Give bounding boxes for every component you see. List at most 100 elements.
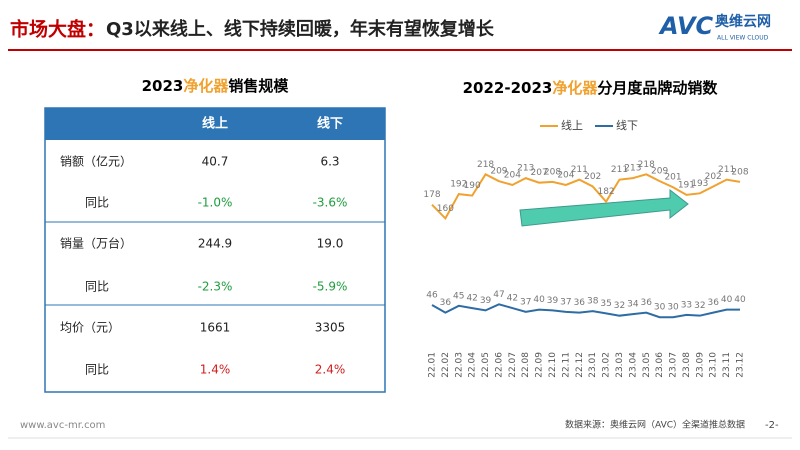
data-label: 204 xyxy=(504,170,521,180)
data-label: 211 xyxy=(571,165,588,175)
data-label: 37 xyxy=(560,297,571,307)
data-label: 32 xyxy=(614,301,625,311)
data-label: 38 xyxy=(587,297,599,307)
data-label: 218 xyxy=(477,160,494,170)
data-label: 35 xyxy=(600,299,611,309)
cell: 1.4% xyxy=(200,363,231,377)
data-label: 178 xyxy=(423,190,440,200)
line-series xyxy=(431,303,740,319)
cell: 6.3 xyxy=(320,155,339,169)
data-label: 40 xyxy=(721,295,733,305)
data-label: 207 xyxy=(531,168,548,178)
cell: 2.4% xyxy=(315,363,346,377)
data-label: 211 xyxy=(611,165,628,175)
row-label: 同比 xyxy=(85,363,109,377)
logo: AVC xyxy=(658,12,714,40)
row-label: 同比 xyxy=(85,280,109,294)
t: 销售规模 xyxy=(228,77,289,95)
x-tick-label: 22.06 xyxy=(494,352,504,378)
x-tick-label: 22.03 xyxy=(454,352,464,378)
data-label: 39 xyxy=(547,296,559,306)
x-tick-label: 23.11 xyxy=(722,352,732,378)
data-label: 208 xyxy=(731,167,748,177)
cell: -2.3% xyxy=(198,280,233,294)
t: 2023 xyxy=(142,77,184,95)
data-label: 208 xyxy=(544,167,561,177)
row-label: 同比 xyxy=(85,196,109,210)
data-label: 33 xyxy=(681,300,692,310)
legend-label: 线下 xyxy=(616,118,638,132)
data-label: 202 xyxy=(705,172,722,182)
data-label: 211 xyxy=(718,165,735,175)
column-header: 线上 xyxy=(202,116,228,132)
data-label: 213 xyxy=(624,164,641,174)
source: 数据来源：奥维云网（AVC）全渠道推总数据 xyxy=(565,419,745,431)
page-number: -2- xyxy=(765,420,779,431)
data-label: 201 xyxy=(664,173,681,183)
logo-cn: 奥维云网 xyxy=(715,13,771,30)
data-label: 37 xyxy=(520,297,531,307)
data-label: 30 xyxy=(654,303,666,313)
cell: -1.0% xyxy=(198,196,233,210)
data-label: 36 xyxy=(574,298,586,308)
data-label: 36 xyxy=(707,298,719,308)
row-label: 销量（万台） xyxy=(60,236,132,251)
title: Q3以来线上、线下持续回暖，年末有望恢复增长 xyxy=(106,18,495,40)
x-tick-label: 23.02 xyxy=(602,352,612,378)
x-tick-label: 22.11 xyxy=(561,352,571,378)
cell: 3305 xyxy=(315,321,346,335)
data-label: 40 xyxy=(734,295,746,305)
site: www.avc-mr.com xyxy=(20,420,105,431)
data-label: 193 xyxy=(691,179,708,189)
cell: 19.0 xyxy=(317,237,344,251)
data-label: 46 xyxy=(426,291,438,301)
cell: 40.7 xyxy=(202,155,229,169)
x-tick-label: 23.09 xyxy=(695,352,705,378)
t: 净化器 xyxy=(552,79,598,97)
data-label: 45 xyxy=(453,291,464,301)
data-label: 213 xyxy=(517,164,534,174)
x-tick-label: 23.05 xyxy=(642,352,652,378)
data-label: 36 xyxy=(641,298,653,308)
column-header: 线下 xyxy=(317,116,343,132)
table-header xyxy=(45,108,385,140)
x-tick-label: 22.10 xyxy=(548,352,558,378)
data-label: 30 xyxy=(667,303,679,313)
t: 净化器 xyxy=(183,77,229,95)
x-tick-label: 22.07 xyxy=(508,352,518,378)
x-tick-label: 22.04 xyxy=(468,352,478,378)
t: 分月度品牌动销数 xyxy=(597,79,718,97)
data-label: 40 xyxy=(533,295,545,305)
data-label: 160 xyxy=(437,204,454,214)
row-label: 销额（亿元） xyxy=(60,154,132,169)
x-tick-label: 22.12 xyxy=(575,352,585,378)
logo-en: ALL VIEW CLOUD xyxy=(717,35,769,42)
x-tick-label: 23.12 xyxy=(736,352,746,378)
cell: -5.9% xyxy=(313,280,348,294)
data-label: 39 xyxy=(480,296,492,306)
x-tick-label: 23.01 xyxy=(588,352,598,378)
data-label: 218 xyxy=(638,160,655,170)
data-label: 36 xyxy=(440,298,452,308)
data-label: 32 xyxy=(694,301,705,311)
data-label: 191 xyxy=(678,180,695,190)
data-label: 209 xyxy=(651,167,668,177)
data-label: 34 xyxy=(627,300,639,310)
data-label: 192 xyxy=(450,180,467,190)
cell: 1661 xyxy=(200,321,231,335)
x-tick-label: 22.01 xyxy=(428,352,438,378)
data-label: 204 xyxy=(557,170,574,180)
data-label: 47 xyxy=(493,290,504,300)
trend-arrow xyxy=(519,188,689,227)
title-lead: 市场大盘： xyxy=(10,18,105,41)
cell: 244.9 xyxy=(198,237,232,251)
table-title: 2023净化器销售规模 xyxy=(142,77,290,95)
x-tick-label: 22.02 xyxy=(441,352,451,378)
legend-label: 线上 xyxy=(561,118,583,132)
chart-title: 2022-2023净化器分月度品牌动销数 xyxy=(463,79,719,97)
x-tick-label: 23.06 xyxy=(655,352,665,378)
data-label: 209 xyxy=(490,167,507,177)
row-label: 均价（元） xyxy=(60,321,120,335)
data-label: 182 xyxy=(597,187,614,197)
